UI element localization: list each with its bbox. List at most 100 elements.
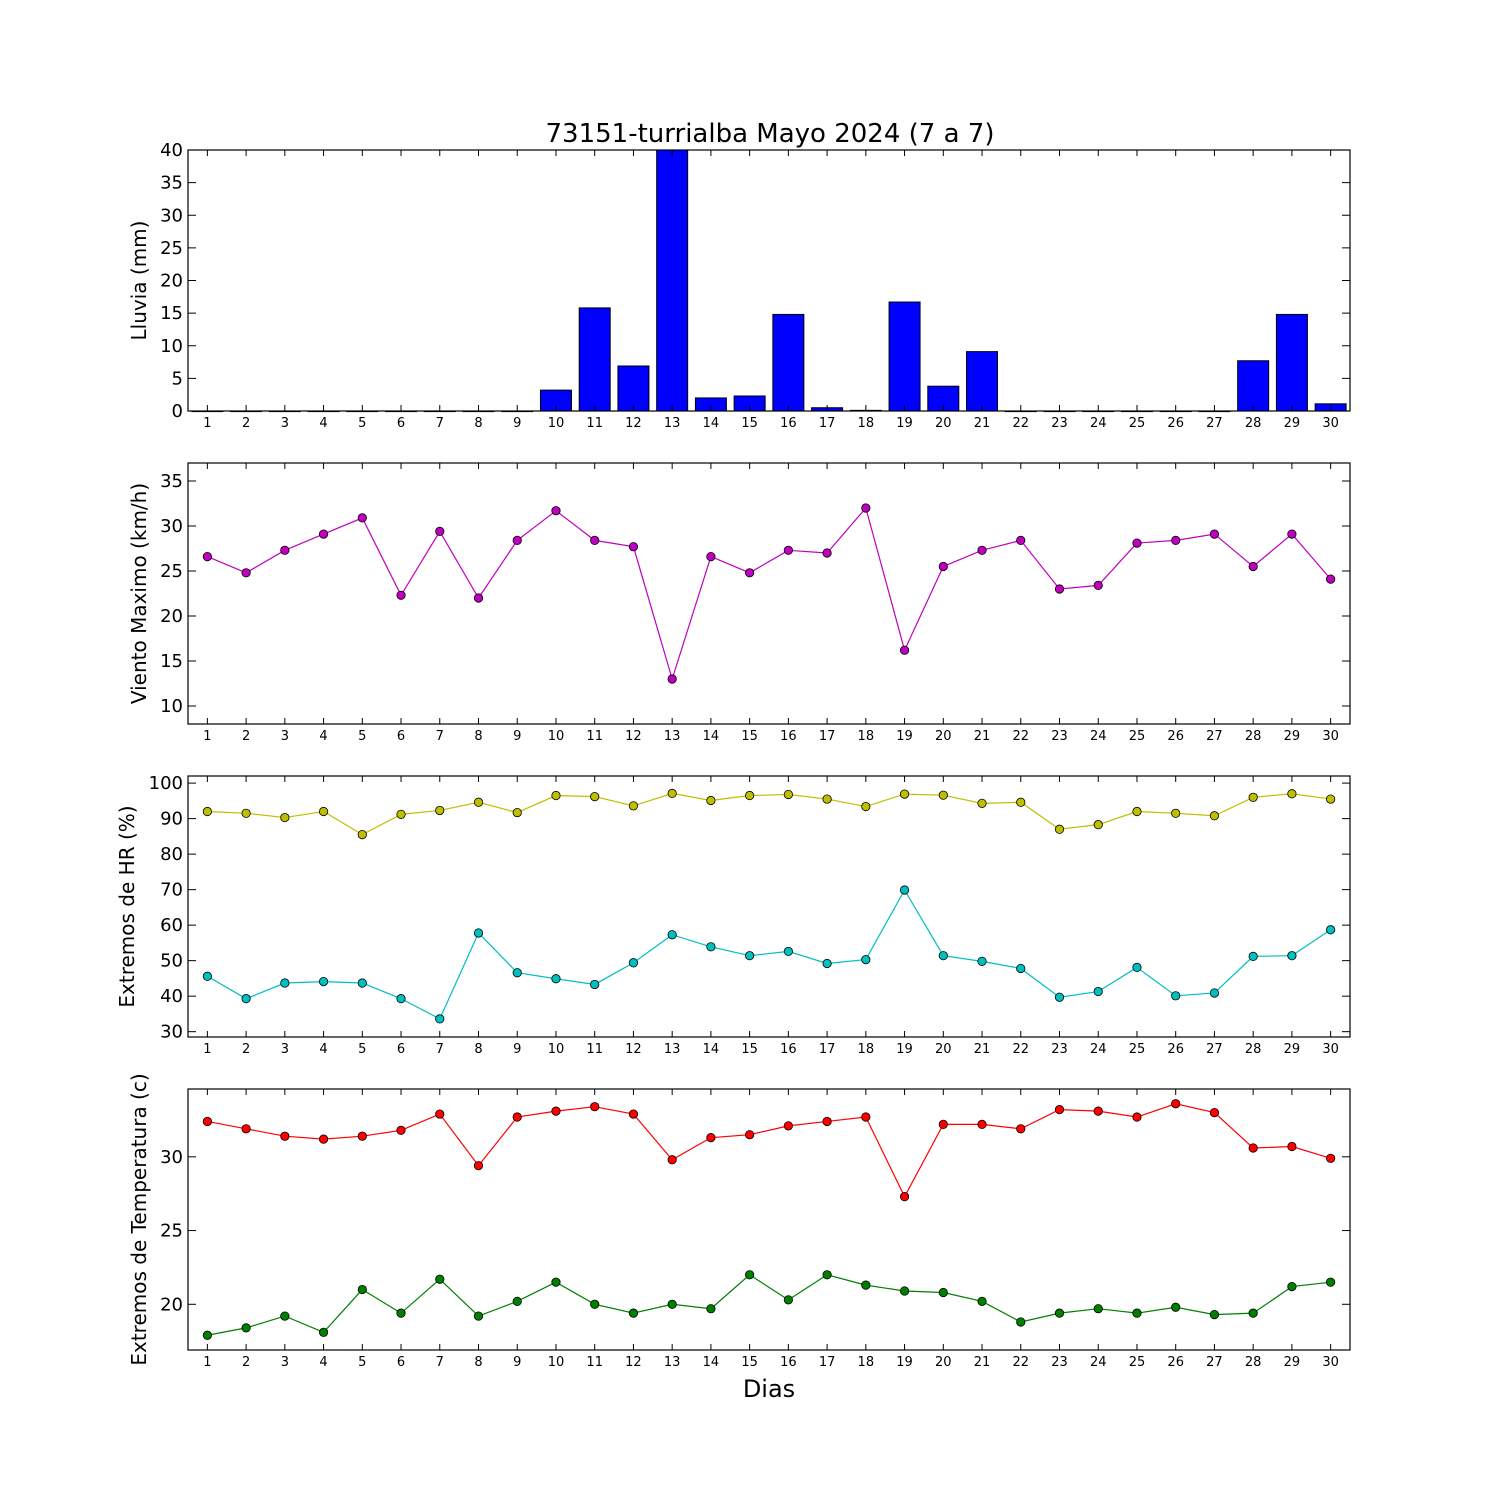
data-point-2-1-day-1 — [202, 971, 212, 981]
data-point-1-0-day-24 — [1093, 580, 1103, 591]
series-line-3-1 — [207, 1274, 1331, 1336]
x-tick-label: 10 — [548, 416, 565, 431]
data-point-2-1-day-21 — [977, 956, 987, 966]
data-point-3-1-day-28 — [1248, 1308, 1258, 1318]
x-tick-label: 13 — [664, 1355, 681, 1370]
data-point-1-0-day-30 — [1326, 574, 1336, 584]
data-point-1-0-day-21 — [977, 545, 987, 555]
data-point-3-1-day-6 — [396, 1308, 406, 1318]
x-tick-label: 22 — [1012, 416, 1029, 431]
y-tick-label: 100 — [149, 773, 183, 794]
x-tick-label: 25 — [1129, 416, 1146, 431]
x-tick-label: 3 — [281, 1355, 289, 1370]
x-tick-label: 18 — [858, 1042, 875, 1057]
data-point-3-1-day-19 — [899, 1286, 910, 1296]
data-point-3-1-day-21 — [977, 1296, 987, 1306]
x-tick-label: 7 — [436, 1355, 444, 1370]
data-point-3-0-day-16 — [783, 1121, 793, 1131]
data-point-2-0-day-17 — [822, 794, 832, 804]
x-tick-label: 14 — [703, 729, 720, 744]
data-point-1-0-day-15 — [745, 568, 755, 578]
data-point-1-0-day-20 — [938, 561, 948, 572]
bar-day-21 — [966, 351, 999, 412]
data-point-2-0-day-7 — [435, 805, 445, 816]
x-tick-label: 29 — [1284, 1355, 1301, 1370]
x-tick-label: 27 — [1206, 1355, 1223, 1370]
x-tick-label: 5 — [358, 416, 366, 431]
data-point-2-0-day-19 — [899, 789, 910, 799]
x-tick-label: 30 — [1322, 1042, 1339, 1057]
data-point-2-0-day-12 — [628, 801, 639, 811]
data-point-3-0-day-26 — [1171, 1099, 1181, 1109]
y-tick-label: 50 — [160, 951, 183, 972]
data-point-2-0-day-20 — [938, 790, 948, 800]
x-tick-label: 3 — [281, 729, 289, 744]
series-line-2-1 — [207, 888, 1331, 1020]
y-tick-label: 10 — [160, 336, 183, 357]
y-tick-label: 60 — [160, 915, 183, 936]
data-point-2-0-day-25 — [1132, 806, 1142, 817]
x-tick-label: 25 — [1129, 1355, 1146, 1370]
data-point-3-0-day-7 — [435, 1109, 445, 1119]
data-point-2-1-day-28 — [1248, 951, 1258, 961]
x-tick-label: 24 — [1090, 729, 1107, 744]
x-tick-label: 10 — [548, 1355, 565, 1370]
x-tick-label: 15 — [741, 729, 758, 744]
data-point-2-0-day-24 — [1093, 820, 1103, 830]
x-tick-label: 27 — [1206, 1042, 1223, 1057]
x-tick-label: 9 — [513, 729, 521, 744]
data-point-2-1-day-25 — [1132, 962, 1142, 973]
x-tick-label: 18 — [858, 416, 875, 431]
data-point-2-1-day-7 — [435, 1014, 445, 1024]
data-point-1-0-day-2 — [241, 568, 251, 578]
data-point-2-1-day-8 — [473, 928, 484, 938]
data-point-3-0-day-17 — [822, 1116, 832, 1127]
data-point-3-1-day-11 — [590, 1299, 600, 1309]
data-point-3-1-day-5 — [357, 1284, 367, 1295]
x-tick-label: 5 — [358, 1042, 366, 1057]
data-point-3-0-day-19 — [899, 1192, 910, 1202]
data-point-3-0-day-20 — [938, 1119, 948, 1129]
x-tick-label: 16 — [780, 1042, 797, 1057]
x-tick-label: 27 — [1206, 416, 1223, 431]
data-point-3-0-day-25 — [1132, 1112, 1142, 1122]
data-point-1-0-day-26 — [1171, 535, 1181, 546]
x-tick-label: 4 — [319, 1355, 327, 1370]
data-point-3-1-day-15 — [745, 1270, 755, 1280]
data-point-2-0-day-13 — [667, 788, 677, 799]
y-tick-label: 25 — [160, 238, 183, 259]
data-point-3-0-day-5 — [357, 1131, 367, 1141]
data-point-3-0-day-12 — [628, 1109, 639, 1119]
x-tick-label: 19 — [896, 1355, 913, 1370]
y-tick-label: 35 — [160, 173, 183, 194]
x-tick-label: 1 — [203, 416, 211, 431]
data-point-3-1-day-26 — [1171, 1302, 1181, 1312]
data-point-2-0-day-26 — [1171, 808, 1181, 818]
x-tick-label: 28 — [1245, 1355, 1262, 1370]
x-tick-label: 24 — [1090, 1355, 1107, 1370]
data-point-2-0-day-23 — [1054, 824, 1065, 834]
x-tick-label: 17 — [819, 1042, 836, 1057]
data-point-2-0-day-1 — [202, 806, 212, 817]
x-tick-label: 26 — [1167, 416, 1184, 431]
series-line-3-0 — [207, 1103, 1331, 1198]
x-tick-label: 25 — [1129, 1042, 1146, 1057]
x-tick-label: 3 — [281, 1042, 289, 1057]
data-point-3-0-day-14 — [706, 1133, 716, 1143]
x-tick-label: 11 — [586, 729, 603, 744]
x-tick-label: 29 — [1284, 416, 1301, 431]
x-tick-label: 15 — [741, 1355, 758, 1370]
data-point-3-1-day-16 — [783, 1295, 793, 1305]
data-point-3-0-day-28 — [1248, 1143, 1258, 1153]
x-tick-label: 19 — [896, 1042, 913, 1057]
data-point-3-0-day-18 — [861, 1112, 871, 1122]
data-point-3-1-day-7 — [435, 1274, 445, 1284]
x-tick-label: 23 — [1051, 1042, 1068, 1057]
data-point-2-0-day-3 — [280, 812, 290, 823]
x-tick-label: 11 — [586, 416, 603, 431]
x-tick-label: 2 — [242, 1042, 250, 1057]
y-tick-label: 20 — [160, 606, 183, 627]
data-point-1-0-day-13 — [667, 674, 677, 684]
data-point-3-0-day-13 — [667, 1155, 677, 1165]
